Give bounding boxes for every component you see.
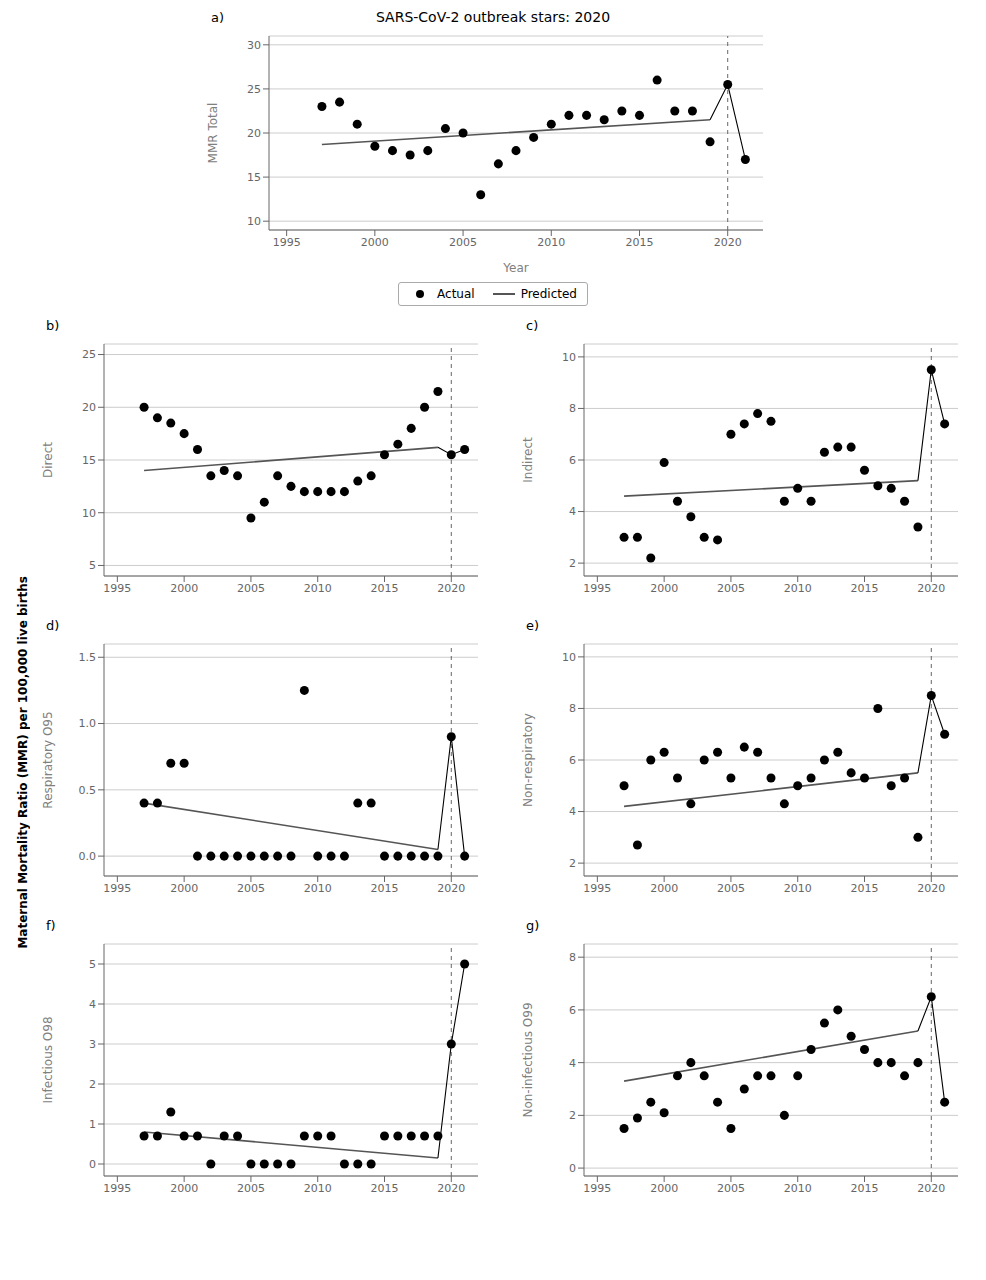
svg-text:0.0: 0.0: [79, 850, 97, 863]
svg-text:1995: 1995: [103, 882, 131, 895]
svg-text:2010: 2010: [304, 582, 332, 595]
svg-text:2020: 2020: [714, 236, 742, 249]
svg-text:6: 6: [569, 1004, 576, 1017]
svg-text:4: 4: [569, 805, 576, 818]
svg-text:8: 8: [569, 402, 576, 415]
svg-text:2015: 2015: [371, 1182, 399, 1195]
svg-text:2005: 2005: [717, 882, 745, 895]
svg-text:10: 10: [82, 507, 96, 520]
html-text:d): d): [46, 618, 60, 633]
svg-text:20: 20: [82, 401, 96, 414]
svg-text:2020: 2020: [917, 582, 945, 595]
svg-text:2020: 2020: [917, 882, 945, 895]
svg-text:5: 5: [89, 559, 96, 572]
svg-text:2015: 2015: [371, 882, 399, 895]
svg-text:2010: 2010: [784, 582, 812, 595]
html-text:a): a): [211, 10, 224, 25]
svg-text:Respiratory O95: Respiratory O95: [41, 711, 55, 808]
svg-text:6: 6: [569, 454, 576, 467]
svg-text:15: 15: [247, 171, 261, 184]
svg-text:2005: 2005: [449, 236, 477, 249]
svg-text:2005: 2005: [237, 882, 265, 895]
svg-text:6: 6: [569, 754, 576, 767]
svg-text:2005: 2005: [717, 582, 745, 595]
svg-text:2005: 2005: [237, 582, 265, 595]
svg-text:15: 15: [82, 454, 96, 467]
svg-text:4: 4: [569, 1057, 576, 1070]
svg-text:2020: 2020: [437, 882, 465, 895]
svg-text:2: 2: [569, 857, 576, 870]
svg-text:2015: 2015: [371, 582, 399, 595]
svg-text:2000: 2000: [650, 882, 678, 895]
svg-text:0: 0: [89, 1158, 96, 1171]
svg-text:0.5: 0.5: [79, 784, 97, 797]
svg-text:2: 2: [569, 1109, 576, 1122]
svg-text:25: 25: [247, 83, 261, 96]
html-text:g): g): [526, 918, 540, 933]
html-text:Predicted: Predicted: [520, 287, 577, 301]
svg-text:4: 4: [89, 998, 96, 1011]
svg-text:2015: 2015: [851, 582, 879, 595]
svg-text:Non-infectious O99: Non-infectious O99: [521, 1002, 535, 1117]
svg-text:2: 2: [569, 557, 576, 570]
svg-text:1995: 1995: [103, 1182, 131, 1195]
svg-text:4: 4: [569, 505, 576, 518]
svg-text:25: 25: [82, 348, 96, 361]
svg-text:Direct: Direct: [41, 442, 55, 478]
svg-text:2010: 2010: [784, 882, 812, 895]
svg-text:1.0: 1.0: [79, 717, 97, 730]
svg-text:2010: 2010: [304, 882, 332, 895]
svg-text:2000: 2000: [361, 236, 389, 249]
html-text:f): f): [46, 918, 56, 933]
svg-text:2015: 2015: [851, 882, 879, 895]
svg-text:2015: 2015: [626, 236, 654, 249]
svg-text:2000: 2000: [170, 882, 198, 895]
html-text:Actual: Actual: [437, 287, 475, 301]
svg-text:10: 10: [562, 651, 576, 664]
svg-text:2000: 2000: [650, 1182, 678, 1195]
svg-text:2020: 2020: [437, 1182, 465, 1195]
svg-text:5: 5: [89, 958, 96, 971]
svg-text:1995: 1995: [583, 582, 611, 595]
svg-text:20: 20: [247, 127, 261, 140]
svg-text:Year: Year: [502, 261, 528, 275]
html-text:b): b): [46, 318, 60, 333]
svg-text:1: 1: [89, 1118, 96, 1131]
svg-text:2005: 2005: [237, 1182, 265, 1195]
svg-text:2020: 2020: [437, 582, 465, 595]
html-text:Maternal Mortality Ratio (MMR): Maternal Mortality Ratio (MMR) per 100,0…: [16, 575, 30, 949]
svg-text:8: 8: [569, 702, 576, 715]
html-text:c): c): [526, 318, 539, 333]
html-text:SARS-CoV-2 outbreak stars: 202: SARS-CoV-2 outbreak stars: 2020: [375, 9, 611, 25]
svg-text:1995: 1995: [103, 582, 131, 595]
svg-text:Non-respiratory: Non-respiratory: [521, 713, 535, 807]
svg-text:2000: 2000: [170, 582, 198, 595]
svg-text:2010: 2010: [304, 1182, 332, 1195]
svg-text:2005: 2005: [717, 1182, 745, 1195]
svg-text:2010: 2010: [784, 1182, 812, 1195]
svg-text:1.5: 1.5: [79, 651, 97, 664]
svg-text:8: 8: [569, 951, 576, 964]
svg-text:2020: 2020: [917, 1182, 945, 1195]
svg-text:1995: 1995: [583, 882, 611, 895]
svg-text:3: 3: [89, 1038, 96, 1051]
svg-text:2000: 2000: [170, 1182, 198, 1195]
svg-text:10: 10: [247, 215, 261, 228]
svg-text:0: 0: [569, 1162, 576, 1175]
svg-text:1995: 1995: [583, 1182, 611, 1195]
svg-text:MMR Total: MMR Total: [206, 103, 220, 164]
svg-text:10: 10: [562, 351, 576, 364]
svg-text:2015: 2015: [851, 1182, 879, 1195]
svg-text:Indirect: Indirect: [521, 437, 535, 483]
html-text:e): e): [526, 618, 540, 633]
svg-text:1995: 1995: [273, 236, 301, 249]
svg-text:Infectious O98: Infectious O98: [41, 1016, 55, 1103]
svg-text:2010: 2010: [537, 236, 565, 249]
svg-text:30: 30: [247, 39, 261, 52]
svg-text:2000: 2000: [650, 582, 678, 595]
svg-text:2: 2: [89, 1078, 96, 1091]
